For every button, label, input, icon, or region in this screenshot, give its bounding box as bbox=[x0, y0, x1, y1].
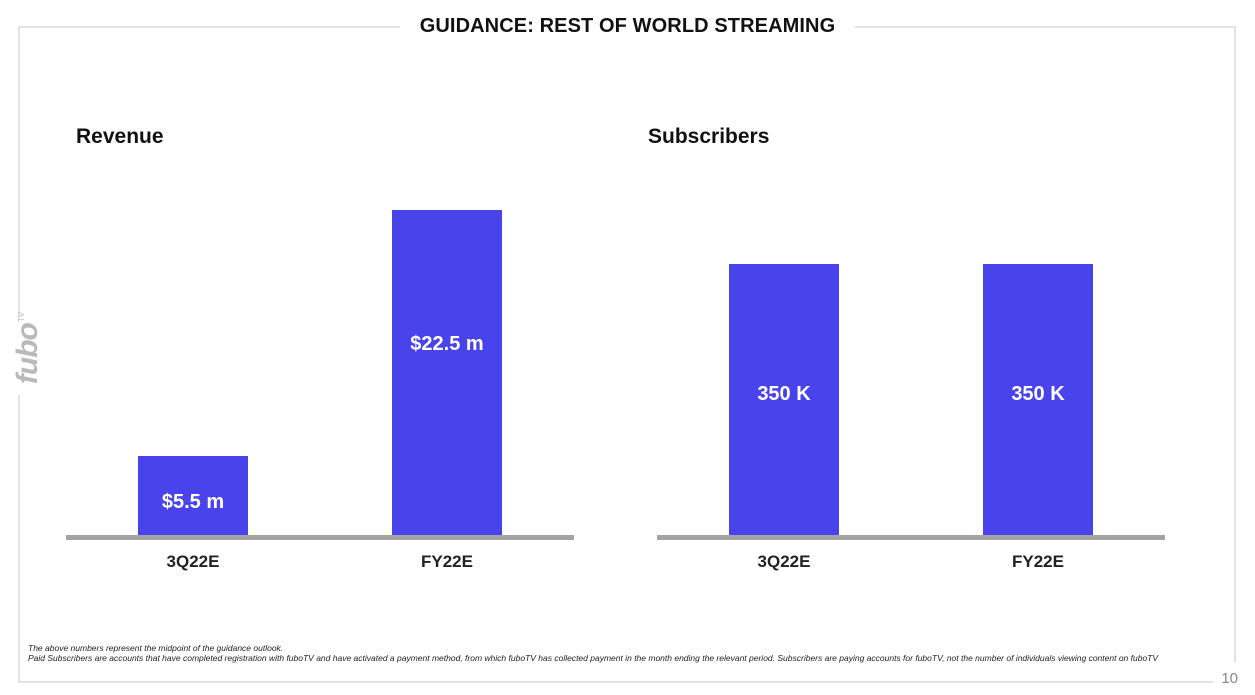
revenue-value-label-3q22e: $5.5 m bbox=[161, 490, 225, 513]
logo-wordmark: fubo bbox=[11, 323, 44, 385]
subscribers-category-label-fy22e: FY22E bbox=[1012, 552, 1064, 571]
frame-bottom bbox=[18, 681, 1213, 683]
frame-right bbox=[1234, 26, 1236, 662]
frame-left bbox=[18, 26, 20, 316]
frame-left-lower bbox=[18, 395, 20, 683]
revenue-category-label-3q22e: 3Q22E bbox=[166, 552, 220, 571]
slide-title-text: GUIDANCE: REST OF WORLD STREAMING bbox=[419, 14, 836, 37]
footnote-subscribers-definition: Paid Subscribers are accounts that have … bbox=[28, 653, 1159, 663]
revenue-category-label-fy22e: FY22E bbox=[421, 552, 473, 571]
fubotv-logo: fubo TV bbox=[8, 312, 48, 384]
revenue-bar-fy22e: $22.5 m bbox=[392, 210, 502, 535]
footnote-midpoint: The above numbers represent the midpoint… bbox=[28, 643, 284, 653]
revenue-baseline bbox=[66, 535, 574, 540]
revenue-value-label-fy22e: $22.5 m bbox=[410, 332, 484, 355]
subscribers-value-label-3q22e: 350 K bbox=[757, 383, 811, 405]
subscribers-bar-3q22e: 350 K bbox=[729, 264, 839, 535]
frame-top-left bbox=[18, 26, 400, 28]
subscribers-category-label-3q22e: 3Q22E bbox=[757, 552, 811, 571]
revenue-chart-title: Revenue bbox=[76, 125, 164, 148]
revenue-bar-3q22e: $5.5 m bbox=[138, 456, 248, 535]
slide-title: GUIDANCE: REST OF WORLD STREAMING bbox=[400, 10, 855, 42]
frame-top-right bbox=[855, 26, 1236, 28]
footnotes: The above numbers represent the midpoint… bbox=[28, 643, 1208, 663]
page-number: 10 bbox=[1221, 670, 1238, 687]
subscribers-chart-title: Subscribers bbox=[648, 125, 770, 148]
subscribers-bar-fy22e: 350 K bbox=[983, 264, 1093, 535]
subscribers-value-label-fy22e: 350 K bbox=[1011, 383, 1065, 405]
subscribers-baseline bbox=[657, 535, 1165, 540]
logo-superscript: TV bbox=[16, 311, 26, 323]
